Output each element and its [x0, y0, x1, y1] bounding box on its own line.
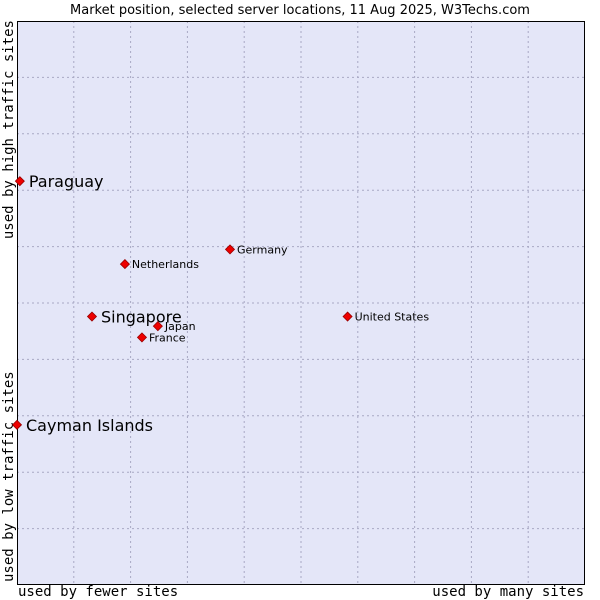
- point-label: Paraguay: [29, 172, 104, 191]
- point-label: Netherlands: [132, 258, 199, 271]
- data-point-cayman-islands: Cayman Islands: [11, 416, 153, 435]
- data-point-singapore: Singapore: [86, 308, 182, 327]
- grid: [17, 21, 585, 585]
- y-axis-label-high: used by high traffic sites: [1, 20, 17, 239]
- point-label: Cayman Islands: [26, 416, 153, 435]
- point-label: France: [149, 331, 186, 344]
- point-label: Singapore: [101, 308, 182, 327]
- data-point-france: France: [136, 331, 186, 344]
- y-axis-label-low: used by low traffic sites: [1, 371, 17, 582]
- point-marker: [119, 259, 130, 270]
- point-marker: [224, 244, 236, 255]
- plot-border: [17, 21, 585, 585]
- x-axis-label-high: used by many sites: [432, 584, 584, 600]
- point-marker: [136, 332, 148, 343]
- point-marker: [86, 311, 98, 322]
- data-point-japan: Japan: [152, 320, 196, 333]
- chart-title: Market position, selected server locatio…: [70, 3, 530, 18]
- data-point-paraguay: Paraguay: [14, 172, 104, 191]
- data-points: Paraguay Germany Netherlands SingaporeJapan…: [11, 172, 430, 435]
- point-label: Japan: [164, 320, 196, 333]
- point-marker: [14, 176, 25, 187]
- data-point-netherlands: Netherlands: [119, 258, 199, 271]
- data-point-germany: Germany: [224, 243, 288, 256]
- data-point-united-states: United States: [342, 311, 430, 324]
- point-label: Germany: [237, 243, 288, 256]
- point-label: United States: [355, 311, 430, 324]
- x-axis-label-low: used by fewer sites: [18, 584, 178, 600]
- point-marker: [152, 321, 163, 332]
- point-marker: [11, 419, 23, 430]
- point-marker: [342, 311, 353, 322]
